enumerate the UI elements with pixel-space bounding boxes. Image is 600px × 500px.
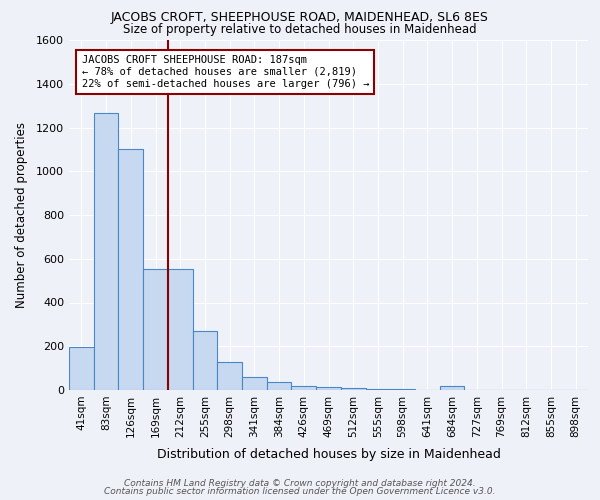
Bar	[193, 331, 217, 390]
Bar	[143, 268, 168, 390]
Bar	[292, 386, 316, 390]
Bar	[267, 382, 292, 390]
Text: Size of property relative to detached houses in Maidenhead: Size of property relative to detached ho…	[123, 22, 477, 36]
X-axis label: Distribution of detached houses by size in Maidenhead: Distribution of detached houses by size …	[157, 448, 500, 461]
Bar	[94, 114, 118, 390]
Bar	[69, 348, 94, 390]
Text: JACOBS CROFT SHEEPHOUSE ROAD: 187sqm
← 78% of detached houses are smaller (2,819: JACOBS CROFT SHEEPHOUSE ROAD: 187sqm ← 7…	[82, 56, 369, 88]
Text: Contains public sector information licensed under the Open Government Licence v3: Contains public sector information licen…	[104, 487, 496, 496]
Bar	[390, 389, 415, 390]
Bar	[365, 389, 390, 390]
Text: JACOBS CROFT, SHEEPHOUSE ROAD, MAIDENHEAD, SL6 8ES: JACOBS CROFT, SHEEPHOUSE ROAD, MAIDENHEA…	[111, 11, 489, 24]
Bar	[316, 386, 341, 390]
Bar	[440, 386, 464, 390]
Y-axis label: Number of detached properties: Number of detached properties	[14, 122, 28, 308]
Bar	[217, 362, 242, 390]
Bar	[118, 150, 143, 390]
Bar	[168, 268, 193, 390]
Text: Contains HM Land Registry data © Crown copyright and database right 2024.: Contains HM Land Registry data © Crown c…	[124, 478, 476, 488]
Bar	[242, 377, 267, 390]
Bar	[341, 388, 365, 390]
